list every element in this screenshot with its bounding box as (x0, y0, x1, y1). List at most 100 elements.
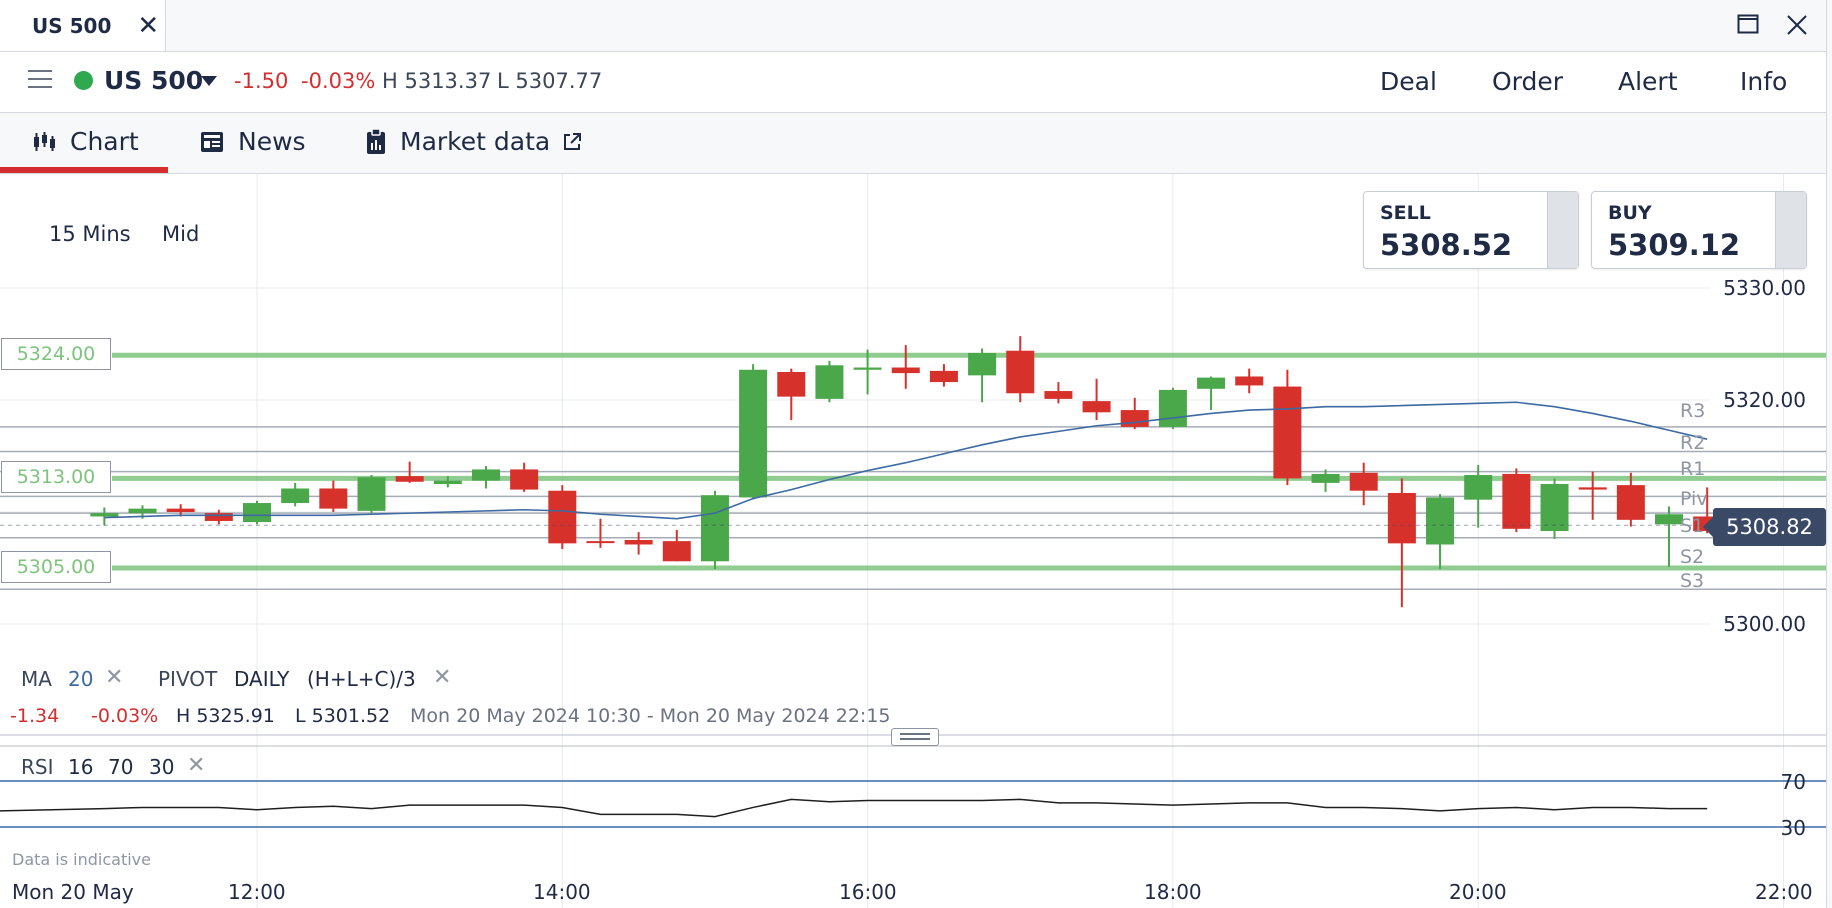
right-edge-strip (1826, 0, 1832, 908)
remove-rsi-icon[interactable]: ✕ (187, 753, 206, 778)
candle-body (1006, 350, 1035, 394)
rsi-tick-label: 30 (1780, 816, 1806, 840)
candle-body (1197, 377, 1226, 389)
price-chart[interactable] (0, 174, 1826, 908)
interval-selector[interactable]: 15 Mins (49, 222, 131, 246)
range-change-percent: -0.03% (91, 705, 159, 727)
price-change-percent: -0.03% (301, 69, 376, 93)
ma-indicator-label: MA (21, 667, 52, 691)
candle-body (166, 508, 195, 512)
range-change: -1.34 (10, 705, 60, 727)
candle-body (281, 488, 310, 504)
x-tick-label: 12:00 (228, 880, 286, 904)
active-tab-indicator (0, 167, 168, 173)
buy-quote-button[interactable]: BUY 5309.12 (1591, 191, 1807, 269)
pivot-label-r2: R2 (1680, 432, 1706, 454)
menu-icon[interactable] (28, 70, 52, 90)
buy-label: BUY (1608, 202, 1652, 224)
remove-ma-icon[interactable]: ✕ (105, 665, 124, 690)
candle-body (1044, 391, 1073, 399)
candle-body (1578, 487, 1607, 490)
candle-body (700, 495, 729, 562)
external-link-icon (564, 132, 582, 150)
current-price-tag: 5308.82 (1703, 508, 1826, 546)
candle-body (471, 469, 500, 481)
level-label[interactable]: 5305.00 (1, 551, 111, 583)
pivot-label-s2: S2 (1680, 546, 1705, 568)
candle-body (1540, 484, 1569, 532)
x-start-date: Mon 20 May (12, 880, 134, 904)
window-tab-title: US 500 (32, 13, 112, 38)
level-label[interactable]: 5313.00 (1, 461, 111, 493)
candle-body (90, 513, 119, 517)
ma-period: 20 (68, 667, 94, 691)
close-window-icon[interactable] (1786, 10, 1808, 43)
window-tab[interactable]: US 500 ✕ (0, 0, 166, 51)
rsi-tick-label: 70 (1780, 770, 1806, 794)
clipboard-icon (367, 128, 385, 154)
candle-body (1464, 475, 1493, 500)
candle-body (433, 480, 462, 484)
candle-body (243, 503, 271, 523)
candle-body (777, 372, 806, 397)
range-high: H 5325.91 (176, 705, 275, 727)
rsi-upper: 70 (108, 755, 134, 779)
sell-quote-button[interactable]: SELL 5308.52 (1363, 191, 1579, 269)
y-tick-label: 5330.00 (1723, 276, 1806, 300)
level-label[interactable]: 5324.00 (1, 338, 111, 370)
candle-body (929, 370, 958, 383)
view-tabs (0, 113, 1832, 174)
candle-body (204, 513, 233, 521)
maximize-icon[interactable] (1737, 8, 1759, 41)
panel-resize-handle[interactable] (891, 728, 939, 746)
candle-body (662, 541, 691, 562)
pivot-label-r3: R3 (1680, 400, 1706, 422)
pivot-label-r1: R1 (1680, 458, 1706, 480)
candle-body (891, 367, 920, 374)
tab-market-data-label: Market data (400, 127, 551, 156)
candle-body (1502, 473, 1531, 529)
price-type-selector[interactable]: Mid (162, 222, 200, 246)
market-name[interactable]: US 500 (104, 66, 204, 95)
candle-body (1426, 497, 1455, 545)
candle-body (968, 352, 997, 376)
candle-body (815, 365, 844, 399)
tab-market-data[interactable]: Market data (366, 127, 582, 156)
tab-news[interactable]: News (200, 127, 306, 156)
data-disclaimer: Data is indicative (12, 850, 151, 869)
moving-average-line (104, 401, 1708, 520)
candlestick-icon (34, 131, 55, 151)
chevron-down-icon[interactable] (201, 76, 217, 86)
rsi-lower: 30 (149, 755, 175, 779)
rsi-line (0, 798, 1708, 818)
remove-pivot-icon[interactable]: ✕ (433, 665, 452, 690)
candle-body (1311, 473, 1340, 483)
deal-button[interactable]: Deal (1380, 67, 1437, 96)
candle-body (1120, 410, 1149, 427)
buy-side-strip (1775, 192, 1806, 268)
sell-label: SELL (1380, 202, 1431, 224)
rsi-indicator-label: RSI (21, 755, 54, 779)
price-change: -1.50 (234, 69, 289, 93)
x-tick-label: 14:00 (533, 880, 591, 904)
buy-price: 5309.12 (1608, 228, 1741, 262)
tab-chart[interactable]: Chart (32, 127, 139, 156)
day-high: H 5313.37 (382, 69, 492, 93)
candle-body (1655, 514, 1684, 525)
candle-body (586, 541, 615, 544)
y-tick-label: 5320.00 (1723, 388, 1806, 412)
info-button[interactable]: Info (1740, 67, 1788, 96)
pivot-formula: (H+L+C)/3 (307, 667, 416, 691)
market-status-icon (74, 71, 93, 90)
close-tab-icon[interactable]: ✕ (137, 10, 160, 41)
alert-button[interactable]: Alert (1618, 67, 1678, 96)
day-low: L 5307.77 (497, 69, 603, 93)
order-button[interactable]: Order (1492, 67, 1564, 96)
candle-body (510, 469, 539, 490)
tab-chart-label: Chart (70, 127, 139, 156)
candle-body (853, 367, 882, 370)
pivot-label-piv: Piv (1680, 488, 1708, 510)
candle-body (1616, 485, 1645, 520)
x-tick-label: 22:00 (1755, 880, 1813, 904)
rsi-period: 16 (68, 755, 94, 779)
